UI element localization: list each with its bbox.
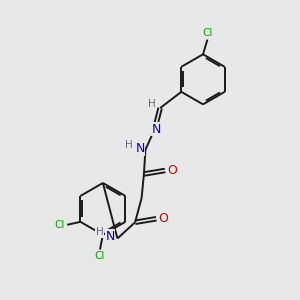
Text: O: O	[168, 164, 177, 177]
Text: N: N	[152, 123, 161, 136]
Text: Cl: Cl	[54, 220, 64, 230]
Text: H: H	[148, 99, 156, 109]
Text: O: O	[159, 212, 169, 225]
Text: N: N	[105, 230, 115, 243]
Text: Cl: Cl	[202, 28, 213, 38]
Text: H: H	[96, 227, 103, 237]
Text: H: H	[125, 140, 133, 150]
Text: N: N	[135, 142, 145, 155]
Text: Cl: Cl	[95, 251, 105, 261]
